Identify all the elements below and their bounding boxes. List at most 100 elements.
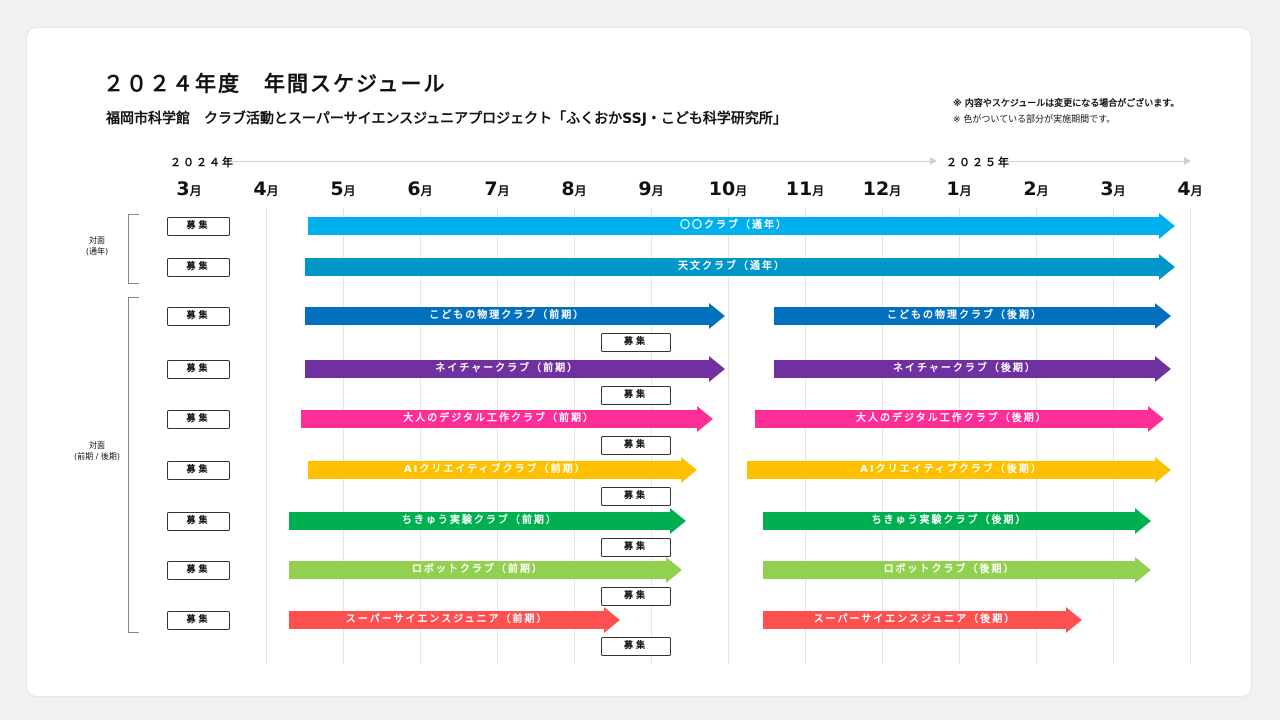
month-label: 11月 xyxy=(775,178,835,200)
month-unit: 月 xyxy=(889,184,902,198)
bar-label: AIクリエイティブクラブ（前期） xyxy=(308,461,683,479)
arrow-head-icon xyxy=(665,557,682,583)
bar-label: ネイチャークラブ（前期） xyxy=(304,360,710,378)
earth-experiment-club-second-term-bar: ちきゅう実験クラブ（後期） xyxy=(762,508,1152,534)
arrow-head-icon xyxy=(1154,303,1171,329)
robot-club-recruit-badge: 募集 xyxy=(167,561,230,580)
bar-label: AIクリエイティブクラブ（後期） xyxy=(747,461,1156,479)
month-label: 8月 xyxy=(544,178,604,200)
month-unit: 月 xyxy=(574,184,587,198)
month-gridline xyxy=(343,208,344,664)
year-label-2025: ２０２５年 xyxy=(946,156,1011,169)
group-label-term: 対面 (前期 / 後期) xyxy=(73,441,121,461)
month-label: 5月 xyxy=(313,178,373,200)
month-unit: 月 xyxy=(420,184,433,198)
bar-label: スーパーサイエンスジュニア（後期） xyxy=(762,611,1068,629)
nature-club-second-term-bar: ネイチャークラブ（後期） xyxy=(774,356,1171,382)
month-unit: 月 xyxy=(812,184,825,198)
arrow-head-icon xyxy=(1135,508,1152,534)
year-label-2024: ２０２４年 xyxy=(170,156,235,169)
month-unit: 月 xyxy=(651,184,664,198)
month-label: 4月 xyxy=(1160,178,1220,200)
physics-club-first-term-bar: こどもの物理クラブ（前期） xyxy=(304,303,725,329)
physics-club-second-term-recruit-badge: 募集 xyxy=(601,333,671,352)
month-unit: 月 xyxy=(1113,184,1126,198)
bar-label: ロボットクラブ（後期） xyxy=(762,561,1137,579)
bar-label: ちきゅう実験クラブ（前期） xyxy=(289,512,671,530)
bar-label: ちきゅう実験クラブ（後期） xyxy=(762,512,1137,530)
month-unit: 月 xyxy=(1190,184,1203,198)
group-bracket-term xyxy=(128,297,139,633)
month-unit: 月 xyxy=(735,184,748,198)
month-number: 12 xyxy=(862,178,890,200)
yearround-club-recruit-badge: 募集 xyxy=(167,217,230,236)
arrow-head-icon xyxy=(696,406,713,432)
arrow-head-icon xyxy=(669,508,686,534)
month-number: 6 xyxy=(407,178,421,200)
physics-club-second-term-bar: こどもの物理クラブ（後期） xyxy=(774,303,1171,329)
month-gridline xyxy=(1036,208,1037,664)
month-number: 8 xyxy=(561,178,575,200)
super-science-junior-first-term-bar: スーパーサイエンスジュニア（前期） xyxy=(289,607,621,633)
digital-craft-club-recruit-badge: 募集 xyxy=(167,410,230,429)
earth-experiment-club-first-term-bar: ちきゅう実験クラブ（前期） xyxy=(289,508,686,534)
physics-club-recruit-badge: 募集 xyxy=(167,307,230,326)
bar-label: 大人のデジタル工作クラブ（後期） xyxy=(754,410,1149,428)
month-label: 1月 xyxy=(929,178,989,200)
month-unit: 月 xyxy=(189,184,202,198)
month-unit: 月 xyxy=(497,184,510,198)
month-number: 4 xyxy=(1177,178,1191,200)
nature-club-first-term-bar: ネイチャークラブ（前期） xyxy=(304,356,725,382)
bar-label: 〇〇クラブ（通年） xyxy=(308,217,1160,235)
month-number: 5 xyxy=(330,178,344,200)
month-label: 4月 xyxy=(236,178,296,200)
arrow-head-icon xyxy=(1154,457,1171,483)
month-number: 9 xyxy=(638,178,652,200)
bar-label: スーパーサイエンスジュニア（前期） xyxy=(289,611,606,629)
month-unit: 月 xyxy=(1036,184,1049,198)
arrow-head-icon xyxy=(708,356,725,382)
month-label: 9月 xyxy=(621,178,681,200)
month-label: 10月 xyxy=(698,178,758,200)
bar-label: ネイチャークラブ（後期） xyxy=(774,360,1156,378)
month-label: 12月 xyxy=(852,178,912,200)
month-gridline xyxy=(420,208,421,664)
arrow-head-icon xyxy=(1066,607,1083,633)
month-gridline xyxy=(1113,208,1114,664)
super-science-junior-second-term-recruit-badge: 募集 xyxy=(601,637,671,656)
earth-experiment-club-second-term-recruit-badge: 募集 xyxy=(601,538,671,557)
digital-craft-club-first-term-bar: 大人のデジタル工作クラブ（前期） xyxy=(300,406,713,432)
arrow-head-icon xyxy=(1158,213,1175,239)
earth-experiment-club-recruit-badge: 募集 xyxy=(167,512,230,531)
month-gridline xyxy=(728,208,729,664)
month-label: 3月 xyxy=(1083,178,1143,200)
arrow-head-icon xyxy=(1158,254,1175,280)
yearround-club-first-term-bar: 〇〇クラブ（通年） xyxy=(308,213,1175,239)
month-gridline xyxy=(805,208,806,664)
change-notice: ※ 内容やスケジュールは変更になる場合がございます。 xyxy=(953,99,1180,109)
month-gridline xyxy=(574,208,575,664)
month-number: 10 xyxy=(708,178,736,200)
color-notice: ※ 色がついている部分が実施期間です。 xyxy=(953,115,1116,125)
robot-club-first-term-bar: ロボットクラブ（前期） xyxy=(289,557,682,583)
bar-label: こどもの物理クラブ（前期） xyxy=(304,307,710,325)
month-gridline xyxy=(497,208,498,664)
group-label-yearround: 対面 (通年) xyxy=(85,236,109,256)
month-number: 11 xyxy=(785,178,813,200)
ai-creative-club-first-term-bar: AIクリエイティブクラブ（前期） xyxy=(308,457,698,483)
month-number: 2 xyxy=(1023,178,1037,200)
month-label: 7月 xyxy=(467,178,527,200)
bar-label: 大人のデジタル工作クラブ（前期） xyxy=(300,410,698,428)
month-number: 3 xyxy=(176,178,190,200)
page-title: ２０２４年度 年間スケジュール xyxy=(103,72,447,96)
super-science-junior-recruit-badge: 募集 xyxy=(167,611,230,630)
page-subtitle: 福岡市科学館 クラブ活動とスーパーサイエンスジュニアプロジェクト「ふくおかSSJ… xyxy=(106,111,787,127)
month-number: 4 xyxy=(253,178,267,200)
nature-club-second-term-recruit-badge: 募集 xyxy=(601,386,671,405)
bar-label: こどもの物理クラブ（後期） xyxy=(774,307,1156,325)
arrow-head-icon xyxy=(604,607,621,633)
arrow-head-icon xyxy=(1154,356,1171,382)
arrow-head-icon xyxy=(681,457,698,483)
digital-craft-club-second-term-recruit-badge: 募集 xyxy=(601,436,671,455)
month-number: 1 xyxy=(946,178,960,200)
